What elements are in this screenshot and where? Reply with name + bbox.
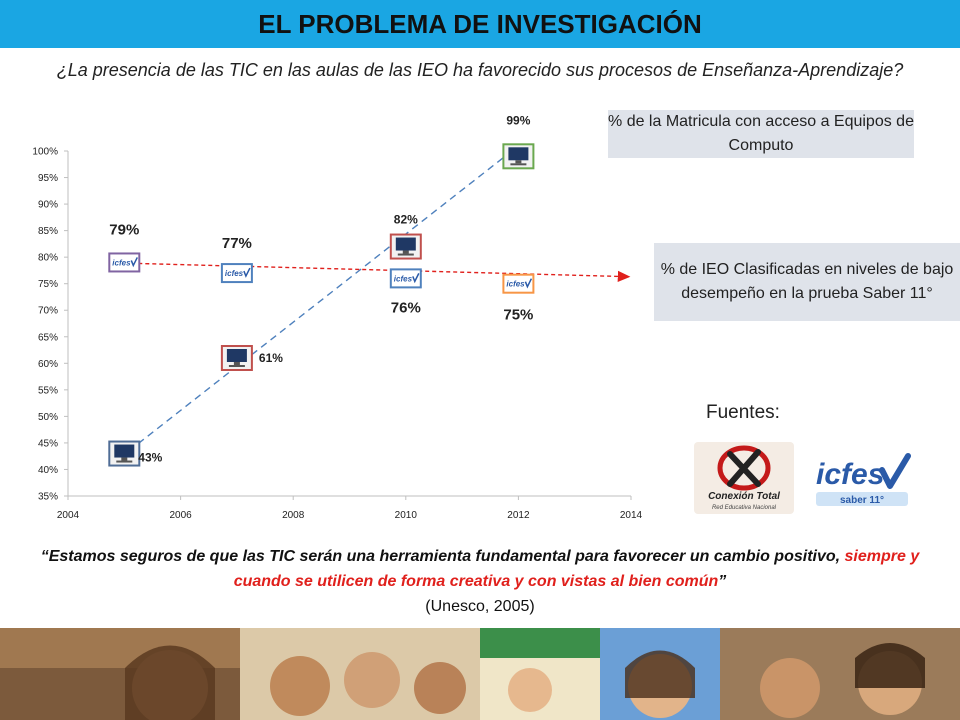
icfes-icon-check xyxy=(130,257,138,268)
students-photo-strip xyxy=(0,628,960,720)
quote-text-end: ” xyxy=(718,573,727,590)
computer-icon-frame xyxy=(220,345,253,371)
computer-base xyxy=(510,163,527,166)
y-tick-label: 45% xyxy=(38,438,58,449)
computer-stand xyxy=(121,457,128,461)
legend-matricula: % de la Matricula con acceso a Equipos d… xyxy=(608,110,914,158)
icfes-logo-icon: icfes xyxy=(220,263,253,284)
computer-icon-frame xyxy=(108,440,141,467)
icfes-logo: icfes saber 11° xyxy=(812,448,912,510)
sources-label: Fuentes: xyxy=(706,402,780,423)
conexion-total-logo: Conexión Total Red Educativa Nacional xyxy=(694,442,794,514)
icfes-icon-frame xyxy=(108,252,141,273)
computer-base xyxy=(116,460,133,463)
matricula-data-label: 61% xyxy=(259,351,283,365)
icfes-icon-frame xyxy=(502,273,535,294)
computer-screen xyxy=(226,349,247,362)
icfes-icon-check xyxy=(412,273,420,284)
icfes-icon-text: icfes xyxy=(225,269,244,278)
ieo-data-label: 77% xyxy=(222,235,252,252)
quote-citation: (Unesco, 2005) xyxy=(425,598,535,615)
y-tick-label: 90% xyxy=(38,200,58,211)
computer-icon-frame xyxy=(502,143,535,170)
x-tick-label: 2014 xyxy=(620,510,643,521)
y-tick-label: 40% xyxy=(38,465,58,476)
computer-base xyxy=(397,253,414,256)
icfes-icon-text: icfes xyxy=(112,258,131,267)
y-tick-label: 75% xyxy=(38,279,58,290)
page-title: EL PROBLEMA DE INVESTIGACIÓN xyxy=(258,8,702,39)
x-tick-label: 2012 xyxy=(507,510,530,521)
icfes-logo-name: icfes xyxy=(816,458,884,491)
icfes-icon-text: icfes xyxy=(394,274,413,283)
quote-text-part1: “Estamos seguros de que las TIC serán un… xyxy=(40,548,845,565)
computer-icon xyxy=(502,143,535,170)
x-tick-label: 2004 xyxy=(57,510,80,521)
computer-screen xyxy=(395,237,416,251)
y-tick-label: 65% xyxy=(38,332,58,343)
computer-screen xyxy=(114,444,135,458)
matricula-trend-line xyxy=(137,143,522,445)
x-tick-label: 2008 xyxy=(282,510,305,521)
computer-stand xyxy=(233,362,240,365)
title-bar: EL PROBLEMA DE INVESTIGACIÓN xyxy=(0,0,960,48)
matricula-data-label: 82% xyxy=(394,213,418,227)
y-tick-label: 95% xyxy=(38,173,58,184)
computer-icon xyxy=(108,440,141,467)
y-tick-label: 70% xyxy=(38,306,58,317)
ieo-data-label: 79% xyxy=(109,221,139,238)
computer-icon xyxy=(389,233,422,260)
y-tick-label: 50% xyxy=(38,412,58,423)
computer-stand xyxy=(515,160,522,164)
icfes-icon-check xyxy=(524,278,533,289)
computer-stand xyxy=(402,250,409,254)
research-question: ¿La presencia de las TIC en las aulas de… xyxy=(56,60,904,80)
icfes-icon-text: icfes xyxy=(506,280,525,289)
icfes-logo-icon: icfes xyxy=(108,252,141,273)
y-tick-label: 80% xyxy=(38,253,58,264)
y-tick-label: 55% xyxy=(38,385,58,396)
icfes-logo-icon: icfes xyxy=(502,273,535,294)
x-tick-label: 2006 xyxy=(169,510,192,521)
icfes-icon-frame xyxy=(220,263,253,284)
computer-icon-frame xyxy=(389,233,422,260)
icfes-icon-frame xyxy=(389,268,422,289)
ieo-data-label: 75% xyxy=(503,307,533,324)
x-tick-label: 2010 xyxy=(395,510,418,521)
conexion-total-name: Conexión Total xyxy=(708,491,780,502)
legend-ieo: % de IEO Clasificadas en niveles de bajo… xyxy=(654,243,960,321)
ieo-trend-line xyxy=(138,262,631,282)
y-tick-label: 100% xyxy=(32,147,58,158)
ieo-data-label: 76% xyxy=(391,299,421,316)
y-tick-label: 60% xyxy=(38,359,58,370)
computer-icon xyxy=(220,345,253,371)
computer-screen xyxy=(508,147,529,161)
y-tick-label: 35% xyxy=(38,492,58,503)
icfes-logo-icon: icfes xyxy=(389,268,422,289)
quote-text-highlight: siempre y cuando se utilicen de forma cr… xyxy=(233,548,920,590)
conexion-total-subtitle: Red Educativa Nacional xyxy=(712,505,777,511)
matricula-data-label: 99% xyxy=(506,113,530,127)
computer-base xyxy=(228,365,245,367)
matricula-data-label: 43% xyxy=(138,451,162,465)
icfes-logo-subtitle: saber 11° xyxy=(840,495,884,506)
unesco-quote: “Estamos seguros de que las TIC serán un… xyxy=(40,544,920,619)
icfes-icon-check xyxy=(243,267,251,278)
y-tick-label: 85% xyxy=(38,226,58,237)
